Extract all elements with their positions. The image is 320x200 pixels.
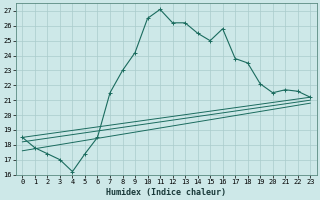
X-axis label: Humidex (Indice chaleur): Humidex (Indice chaleur) [106,188,226,197]
